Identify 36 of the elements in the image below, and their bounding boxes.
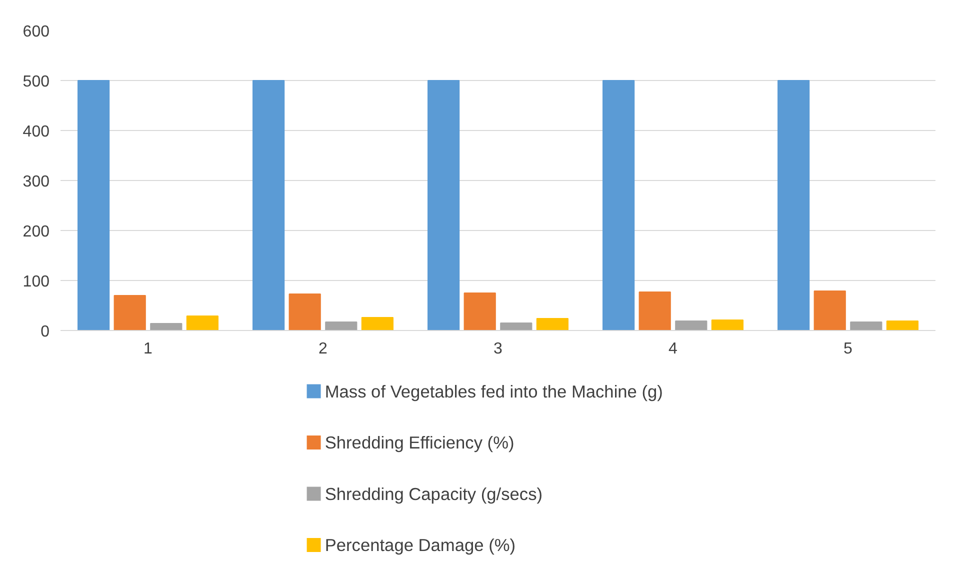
bar <box>602 80 635 330</box>
bar <box>78 80 110 330</box>
bar <box>850 322 882 330</box>
bar <box>428 80 460 330</box>
bar <box>886 320 918 330</box>
legend-label: Shredding Capacity (g/secs) <box>324 484 543 504</box>
bar <box>536 318 568 330</box>
bar <box>638 292 671 330</box>
y-tick-label: 300 <box>22 174 50 190</box>
bar <box>361 317 394 330</box>
legend-label: Percentage Damage (%) <box>324 535 516 555</box>
legend-label: Mass of Vegetables fed into the Machine (g) <box>324 381 663 402</box>
bar <box>464 292 496 330</box>
bar <box>325 322 358 330</box>
x-tick-label: 4 <box>668 340 678 358</box>
bar <box>711 320 744 330</box>
bar <box>252 80 285 330</box>
bar <box>186 316 218 330</box>
bar <box>288 294 321 330</box>
y-tick-label: 600 <box>22 24 50 40</box>
y-tick-label: 500 <box>22 74 50 90</box>
x-tick-label: 2 <box>318 340 328 358</box>
y-tick-label: 0 <box>40 324 50 340</box>
bar <box>500 322 532 330</box>
bar <box>150 323 182 330</box>
bar <box>814 290 846 330</box>
y-tick-label: 200 <box>22 224 50 240</box>
bar <box>778 80 810 330</box>
y-tick-label: 100 <box>22 274 50 290</box>
x-tick-label: 5 <box>844 340 853 358</box>
x-tick-label: 3 <box>494 340 503 358</box>
bar <box>675 320 708 330</box>
x-tick-label: 1 <box>144 340 153 358</box>
legend-label: Shredding Efficiency (%) <box>324 432 514 452</box>
bar <box>114 295 146 330</box>
y-tick-label: 400 <box>22 124 50 140</box>
